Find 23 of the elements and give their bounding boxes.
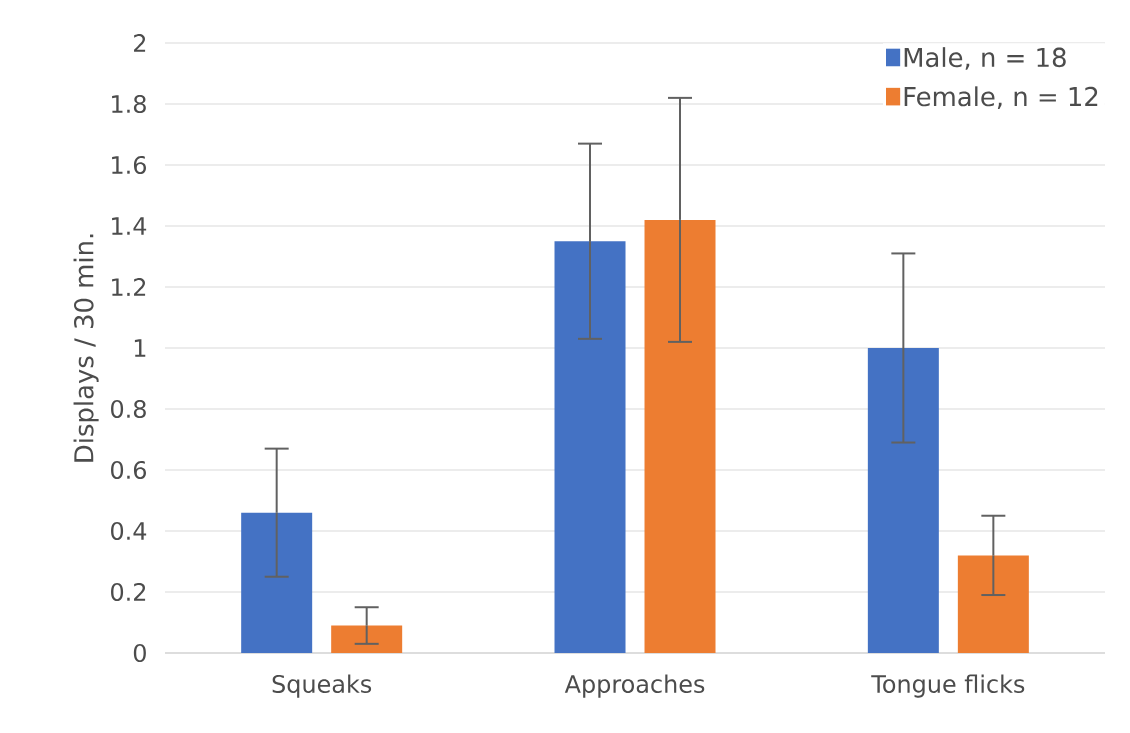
x-tick-label: Tongue flicks <box>871 674 1025 698</box>
y-tick-label: 2 <box>134 34 146 52</box>
bar <box>644 219 716 653</box>
legend-label: Male, n = 18 <box>904 47 1066 70</box>
y-tick-label: 0.4 <box>111 521 147 541</box>
y-tick-label: 0.6 <box>111 460 146 480</box>
x-tick-label: Approaches <box>564 674 705 698</box>
bar <box>554 241 626 653</box>
y-tick-label: 0 <box>133 643 146 663</box>
y-tick-label: 0.8 <box>111 399 146 419</box>
y-tick-label: 1.2 <box>112 278 146 296</box>
y-tick-label: 0.2 <box>111 582 146 602</box>
y-axis-title: Displays / 30 min. <box>73 234 99 462</box>
bar <box>331 625 403 653</box>
y-tick-label: 1.8 <box>112 94 146 114</box>
bar <box>957 555 1029 653</box>
y-tick-label: 1.6 <box>112 155 146 175</box>
y-tick-label: 1.4 <box>112 217 147 235</box>
bar <box>241 512 313 653</box>
x-tick-label: Squeaks <box>272 674 372 698</box>
bar <box>867 347 939 653</box>
legend-label: Female, n = 12 <box>904 86 1098 110</box>
y-tick-label: 1 <box>134 339 146 357</box>
